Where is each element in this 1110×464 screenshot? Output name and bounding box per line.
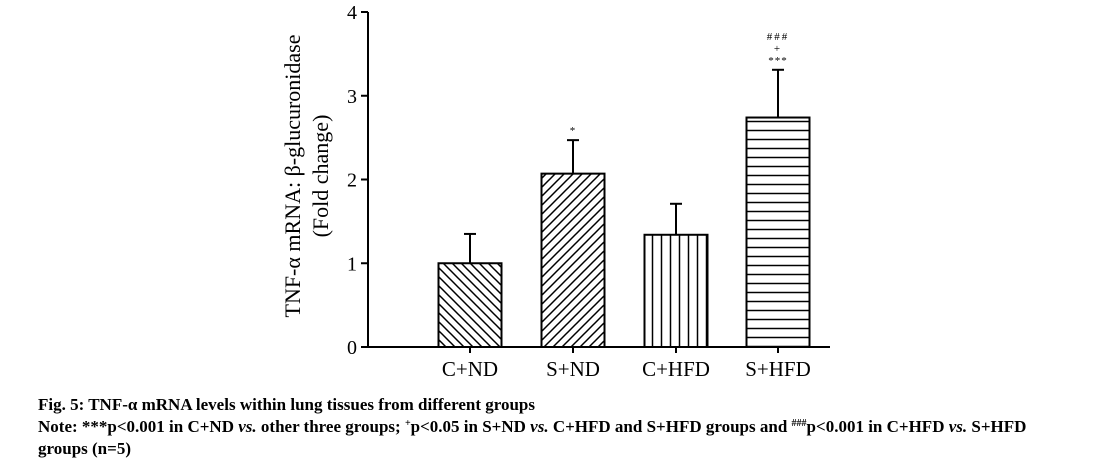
bar-s-hfd [745,116,811,349]
bar-c-nd [437,262,503,348]
significance-marker: * [570,125,577,137]
x-tick-label: C+ND [442,357,498,381]
figure-caption-note: Note: ***p<0.001 in C+ND vs. other three… [38,417,1027,458]
y-axis-label-group: TNF-α mRNA: β-glucuronidase (Fold change… [280,34,333,317]
x-tick-label: C+HFD [642,357,710,381]
bar-chart: TNF-α mRNA: β-glucuronidase (Fold change… [280,2,830,381]
bar-s-nd [540,172,606,348]
x-tick-label: S+HFD [745,357,811,381]
figure-caption-title: Fig. 5: TNF-α mRNA levels within lung ti… [38,395,535,414]
y-tick-label: 1 [347,253,357,275]
x-tick-label: S+ND [546,357,600,381]
significance-marker: *** [768,55,788,67]
plot-area: 0 1 2 3 4 C+ND S+ND * C+HFD S+HFD ***+### [347,2,830,381]
y-tick-label: 3 [347,86,357,108]
y-axis-label: TNF-α mRNA: β-glucuronidase [280,34,305,317]
y-axis-label-unit: (Fold change) [308,115,333,238]
y-tick-label: 2 [347,170,357,192]
y-tick-label: 0 [347,337,357,359]
bar-c-hfd [643,233,709,348]
significance-marker-plus: + [774,43,782,55]
significance-marker-hash: ### [767,31,790,43]
y-tick-label: 4 [347,2,357,24]
